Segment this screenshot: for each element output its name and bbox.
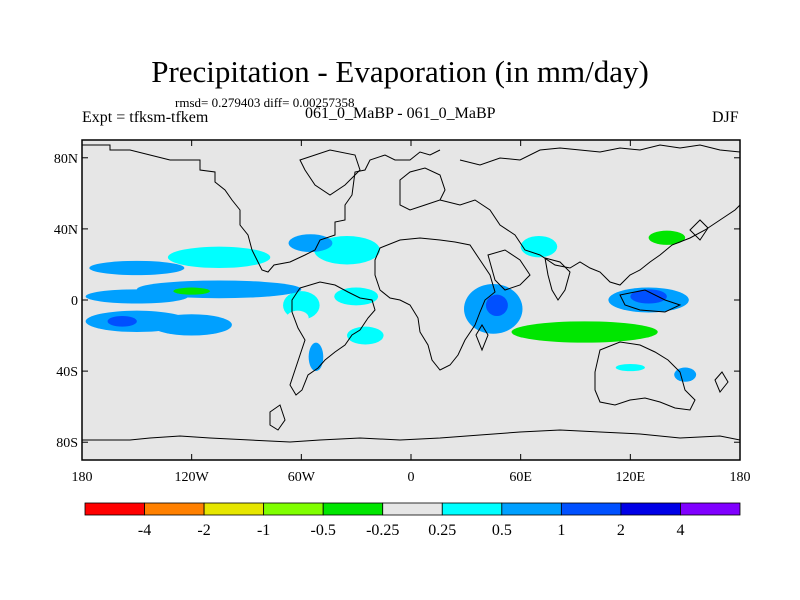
lon-tick-label: 120W xyxy=(175,470,210,485)
colorbar-box-4 xyxy=(322,502,384,516)
lon-tick-label: 180 xyxy=(730,470,751,485)
field-region-20 xyxy=(485,294,508,317)
coastline-greenland xyxy=(299,149,361,196)
experiment-label: Expt = tfksm-tfkem xyxy=(82,109,209,126)
coastline-africa xyxy=(374,237,496,371)
coastline-antarctica xyxy=(82,429,740,443)
colorbar-label: 0.25 xyxy=(428,522,456,539)
field-region-4 xyxy=(151,314,232,336)
colorbar-box-6 xyxy=(441,502,503,516)
lat-tick-label: 80S xyxy=(56,436,78,451)
colorbar-box-10 xyxy=(680,502,741,516)
lon-tick-label: 180 xyxy=(72,470,93,485)
field-region-9 xyxy=(122,220,152,238)
lon-tick-label: 60W xyxy=(288,470,316,485)
field-layer xyxy=(82,200,737,439)
colorbar-boxes xyxy=(84,502,741,516)
stats-label: rmsd= 0.279403 diff= 0.00257358 xyxy=(175,95,355,110)
field-region-13 xyxy=(286,310,309,325)
field-region-3 xyxy=(107,316,137,327)
coastline-north-america xyxy=(170,149,441,273)
colorbar-label: -0.25 xyxy=(366,522,399,539)
field-region-17 xyxy=(347,326,384,345)
coastline-europe xyxy=(399,167,446,211)
axis-ticks xyxy=(81,140,741,460)
lat-tick-label: 40N xyxy=(54,223,78,238)
coastline-layer xyxy=(82,144,740,443)
coastline-new-zealand xyxy=(714,371,729,393)
colorbar-label: -2 xyxy=(197,522,210,539)
field-region-8 xyxy=(173,287,210,295)
colorbar-label: 4 xyxy=(676,522,684,539)
field-region-6 xyxy=(167,246,271,268)
lat-tick-labels: 80N 40N 0 40S 80S xyxy=(54,152,78,451)
colorbar-box-9 xyxy=(620,502,681,516)
field-region-25 xyxy=(630,289,667,304)
colorbar-label: -1 xyxy=(257,522,270,539)
season-label: DJF xyxy=(712,109,739,126)
field-region-31 xyxy=(707,317,737,354)
lat-tick-label: 80N xyxy=(54,152,78,167)
coastline-eurasia xyxy=(459,144,740,166)
field-region-1 xyxy=(136,280,302,299)
field-region-32 xyxy=(694,428,713,439)
coastline-south-america xyxy=(289,281,376,396)
colorbar-box-5 xyxy=(382,502,443,516)
field-region-5 xyxy=(89,260,185,276)
colorbar-label: -0.5 xyxy=(311,522,336,539)
colorbar-box-1 xyxy=(144,502,205,516)
colorbar-box-2 xyxy=(203,502,265,516)
colorbar-label: 2 xyxy=(617,522,625,539)
lat-tick-label: 0 xyxy=(71,294,78,309)
coastline-india xyxy=(544,257,571,301)
coastline-arabia xyxy=(487,249,531,291)
field-region-30 xyxy=(438,200,475,215)
colorbar-label: 0.5 xyxy=(492,522,512,539)
subtitle-label: 061_0_MaBP - 061_0_MaBP xyxy=(305,105,496,122)
coastline-canada-north xyxy=(82,144,171,161)
coastline-australia xyxy=(594,341,696,411)
colorbar-box-3 xyxy=(263,502,324,516)
lon-tick-label: 120E xyxy=(616,470,646,485)
lat-tick-label: 40S xyxy=(56,365,78,380)
lon-tick-label: 60E xyxy=(509,470,532,485)
field-region-10 xyxy=(82,328,103,357)
colorbar-label: -4 xyxy=(138,522,151,539)
coastline-japan xyxy=(689,219,709,241)
colorbar-box-0 xyxy=(84,502,145,516)
field-region-23 xyxy=(511,321,658,343)
field-region-14 xyxy=(308,342,324,372)
lon-tick-labels: 180 120W 60W 0 60E 120E 180 xyxy=(72,470,751,485)
coastline-madagascar xyxy=(475,324,489,352)
colorbar-box-7 xyxy=(501,502,562,516)
coastline-antarctic-peninsula xyxy=(269,404,286,431)
coastline-asia-south xyxy=(439,199,740,286)
lon-tick-label: 0 xyxy=(408,470,415,485)
colorbar-box-8 xyxy=(560,502,622,516)
colorbar-label: 1 xyxy=(557,522,565,539)
field-region-28 xyxy=(615,364,645,372)
plot-title: Precipitation - Evaporation (in mm/day) xyxy=(151,54,649,89)
colorbar-labels: -4 -2 -1 -0.5 -0.25 0.25 0.5 1 2 4 xyxy=(138,522,685,539)
field-region-18 xyxy=(288,234,333,252)
coastline-indonesia xyxy=(619,289,682,313)
field-region-27 xyxy=(648,230,686,245)
